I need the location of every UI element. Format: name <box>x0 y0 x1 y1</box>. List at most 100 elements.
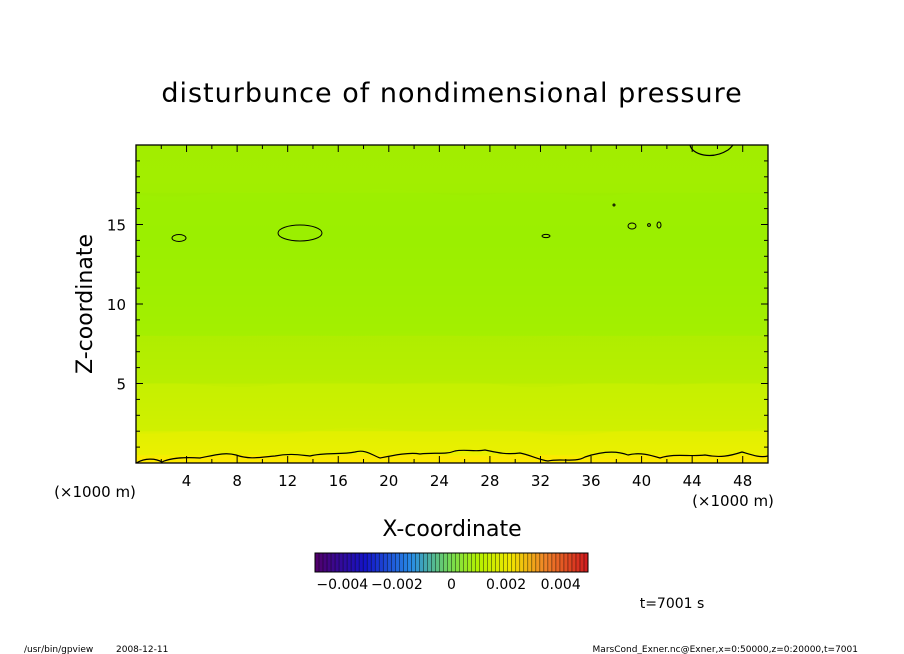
colorbar-segment <box>375 553 380 572</box>
colorbar-tick-labels: −0.004 −0.002 0 0.002 0.004 <box>316 577 580 593</box>
contour-line <box>647 223 651 227</box>
source-annotation: MarsCond_Exner.nc@Exner,x=0:50000,z=0:20… <box>593 645 858 654</box>
colorbar-segment <box>479 553 484 572</box>
colorbar-segment <box>555 553 561 572</box>
colorbar-segment <box>379 553 384 572</box>
colorbar-segment <box>507 553 512 572</box>
colorbar-segment <box>475 553 480 572</box>
y-tick-label: 10 <box>107 296 126 314</box>
colorbar-segment <box>527 553 532 572</box>
x-tick-label: 4 <box>182 472 192 490</box>
x-tick-label: 28 <box>480 472 499 490</box>
colorbar-segment <box>551 553 557 572</box>
colorbar-segment <box>543 553 549 572</box>
heatmap-band <box>136 331 768 384</box>
colorbar-tick-label: 0.004 <box>541 577 581 593</box>
colorbar-segment <box>423 553 428 572</box>
x-tick-label: 44 <box>683 472 702 490</box>
colorbar-segment <box>563 553 569 572</box>
colorbar-segment <box>339 553 344 572</box>
x-tick-label: 8 <box>232 472 242 490</box>
colorbar-segment <box>575 553 581 572</box>
contour-line <box>627 222 637 230</box>
colorbar-segment <box>315 553 320 572</box>
colorbar-segment <box>415 553 420 572</box>
colorbar-segment <box>511 553 516 572</box>
colorbar-segment <box>471 553 476 572</box>
heatmap-field <box>136 145 768 463</box>
colorbar-segment <box>443 553 448 572</box>
x-tick-label: 48 <box>733 472 752 490</box>
colorbar-segment <box>463 553 468 572</box>
colorbar-segment <box>411 553 416 572</box>
x-tick-label: 16 <box>329 472 348 490</box>
chart-title: disturbunce of nondimensional pressure <box>161 78 742 109</box>
colorbar-segment <box>427 553 432 572</box>
colorbar-segment <box>439 553 444 572</box>
x-axis-label: X-coordinate <box>382 517 521 542</box>
colorbar-segment <box>383 553 388 572</box>
colorbar-segment <box>327 553 332 572</box>
colorbar-segment <box>559 553 565 572</box>
colorbar-segment <box>579 553 585 572</box>
y-axis-label: Z-coordinate <box>73 234 98 374</box>
colorbar-segment <box>343 553 348 572</box>
colorbar-segment <box>583 553 589 572</box>
y-tick-label: 5 <box>116 376 126 394</box>
x-axis: 4 8 12 16 20 24 28 32 36 40 44 48 <box>160 145 752 490</box>
colorbar-segment <box>399 553 404 572</box>
y-tick-label: 15 <box>107 217 126 235</box>
heatmap-band <box>136 145 768 193</box>
colorbar-segment <box>323 553 328 572</box>
colorbar-tick-label: 0.002 <box>486 577 526 593</box>
heatmap-band <box>136 188 768 336</box>
x-unit-left: (×1000 m) <box>54 483 136 501</box>
colorbar-frame <box>314 552 589 573</box>
colorbar-segment <box>535 553 541 572</box>
colorbar-segment <box>499 553 504 572</box>
colorbar-segment <box>331 553 336 572</box>
colorbar-segment <box>483 553 488 572</box>
colorbar-segment <box>487 553 492 572</box>
colorbar-segment <box>491 553 496 572</box>
contour-line <box>136 449 768 463</box>
colorbar-segment <box>467 553 472 572</box>
colorbar-segment <box>547 553 553 572</box>
contour-line <box>541 233 551 239</box>
contour-line <box>277 224 323 242</box>
time-label: t=7001 s <box>640 596 705 612</box>
colorbar-segment <box>395 553 400 572</box>
colorbar-segment <box>419 553 424 572</box>
colorbar-tick-label: −0.004 <box>316 577 368 593</box>
colorbar-segment <box>351 553 356 572</box>
colorbar-segment <box>495 553 500 572</box>
colorbar-segment <box>355 553 360 572</box>
colorbar-segment <box>335 553 340 572</box>
colorbar-segment <box>531 553 536 572</box>
colorbar-segment <box>459 553 464 572</box>
colorbar-tick-label: 0 <box>447 577 456 593</box>
contour-line <box>612 203 616 207</box>
colorbar-segment <box>455 553 460 572</box>
x-tick-label: 20 <box>379 472 398 490</box>
colorbar-segment <box>347 553 352 572</box>
contour-line <box>689 145 734 157</box>
colorbar-segment <box>519 553 524 572</box>
colorbar-segment <box>407 553 412 572</box>
colorbar-segment <box>359 553 364 572</box>
colorbar-segment <box>319 553 324 572</box>
x-unit-right: (×1000 m) <box>692 492 774 510</box>
x-tick-label: 12 <box>278 472 297 490</box>
contour-line <box>656 221 662 229</box>
program-annotation: /usr/bin/gpview <box>24 645 93 654</box>
colorbar-segment <box>503 553 508 572</box>
colorbar-segment <box>391 553 396 572</box>
colorbar-segment <box>367 553 372 572</box>
colorbar-segment <box>523 553 528 572</box>
colorbar <box>314 553 589 572</box>
colorbar-segment <box>567 553 573 572</box>
x-tick-label: 36 <box>581 472 600 490</box>
colorbar-segment <box>515 553 520 572</box>
x-tick-label: 32 <box>531 472 550 490</box>
